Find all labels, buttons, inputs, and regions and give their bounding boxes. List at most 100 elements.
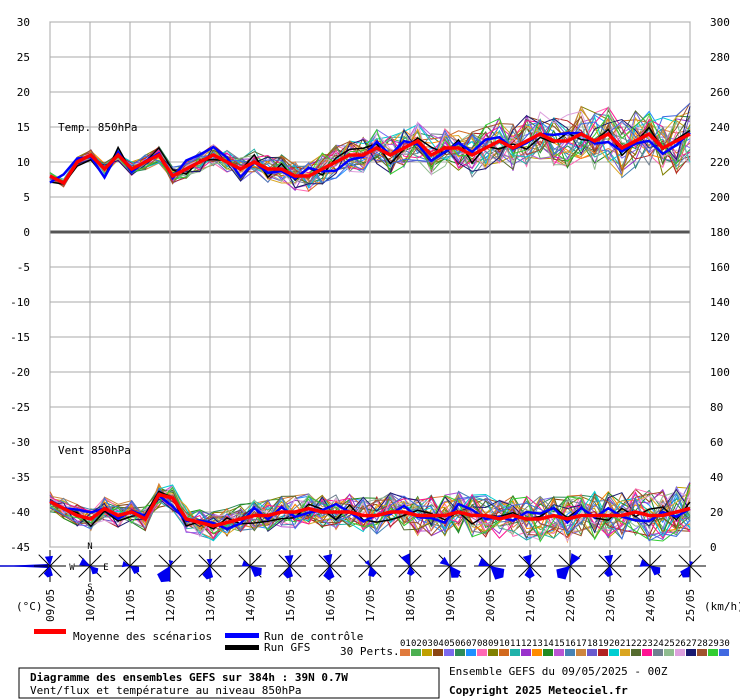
pert-number: 17 xyxy=(576,639,587,649)
y-tick-right: 280 xyxy=(710,51,730,64)
rose-spoke xyxy=(198,554,211,567)
rose-spoke xyxy=(318,554,331,567)
pert-swatch xyxy=(543,649,553,656)
rose-spoke xyxy=(689,565,702,578)
wind-rose xyxy=(554,550,586,582)
y-tick-right: 300 xyxy=(710,16,730,29)
rose-spoke xyxy=(598,565,611,578)
y-tick-left: 0 xyxy=(23,226,30,239)
wind-rose xyxy=(34,550,66,582)
rose-spoke xyxy=(398,565,411,578)
rose-petal xyxy=(407,566,415,576)
pert-swatch xyxy=(466,649,476,656)
rose-petal xyxy=(689,561,694,566)
legend: Moyenne des scénarios Run de contrôle Ru… xyxy=(34,629,730,658)
rose-spoke xyxy=(78,565,91,578)
rose-spoke xyxy=(238,565,251,578)
rose-spoke xyxy=(558,554,571,567)
pert-swatch xyxy=(697,649,707,656)
rose-petal xyxy=(368,566,377,577)
legend-gfs-swatch xyxy=(225,645,259,650)
rose-spoke xyxy=(478,565,491,578)
y-tick-left: 25 xyxy=(17,51,30,64)
pert-swatch xyxy=(532,649,542,656)
rose-petal xyxy=(241,560,250,567)
footer-title: Diagramme des ensembles GEFS sur 384h : … xyxy=(30,671,348,684)
y-tick-right: 220 xyxy=(710,156,730,169)
pert-number: 02 xyxy=(411,639,422,649)
pert-swatch xyxy=(719,649,729,656)
rose-spoke xyxy=(689,554,702,567)
pert-number: 25 xyxy=(664,639,675,649)
pert-swatch xyxy=(554,649,564,656)
wind-rose xyxy=(674,550,706,582)
pert-wind-line xyxy=(49,486,691,541)
rose-spoke xyxy=(409,565,422,578)
rose-petal xyxy=(168,560,174,566)
rose-spoke xyxy=(678,554,691,567)
rose-petal xyxy=(650,566,661,576)
x-tick-label: 10/05 xyxy=(84,589,97,622)
pert-number: 14 xyxy=(543,639,554,649)
rose-petal xyxy=(400,553,410,566)
pert-number: 16 xyxy=(565,639,576,649)
x-tick-label: 22/05 xyxy=(564,589,577,622)
rose-petal xyxy=(130,566,140,574)
wind-rose xyxy=(394,550,426,582)
pert-swatch xyxy=(455,649,465,656)
rose-spoke xyxy=(289,554,302,567)
wind-rose xyxy=(594,550,626,582)
rose-spoke xyxy=(158,554,171,567)
y-tick-left: -25 xyxy=(10,401,30,414)
wind-rose xyxy=(114,550,146,582)
y-tick-right: 80 xyxy=(710,401,723,414)
rose-spoke xyxy=(609,554,622,567)
pert-swatch xyxy=(433,649,443,656)
y-tick-right: 20 xyxy=(710,506,723,519)
pert-swatch xyxy=(631,649,641,656)
x-tick-label: 09/05 xyxy=(44,589,57,622)
rose-petal xyxy=(250,566,262,577)
rose-petal xyxy=(570,553,581,566)
gfs-temp-line xyxy=(49,126,691,185)
pert-number: 08 xyxy=(477,639,488,649)
pert-swatch xyxy=(444,649,454,656)
y-tick-right: 40 xyxy=(710,471,723,484)
rose-petal xyxy=(121,561,130,568)
pert-number: 07 xyxy=(466,639,477,649)
mean-temp-line xyxy=(49,131,691,186)
rose-spoke xyxy=(529,554,542,567)
rose-spoke xyxy=(409,554,422,567)
pert-wind-line xyxy=(49,487,691,535)
pert-swatch xyxy=(620,649,630,656)
pert-number: 12 xyxy=(521,639,532,649)
pert-number: 03 xyxy=(422,639,433,649)
rose-petal xyxy=(439,556,450,566)
x-tick-label: 25/05 xyxy=(684,589,697,622)
rose-spoke xyxy=(329,565,342,578)
rose-spoke xyxy=(118,565,131,578)
pert-number: 05 xyxy=(444,639,455,649)
rose-spoke xyxy=(609,565,622,578)
wind-rose xyxy=(274,550,306,582)
x-tick-label: 17/05 xyxy=(364,589,377,622)
rose-spoke xyxy=(638,565,651,578)
pert-number: 23 xyxy=(642,639,653,649)
rose-petal xyxy=(556,566,570,580)
wind-rose xyxy=(474,550,506,582)
compass-label-s: S xyxy=(87,583,92,593)
pert-swatch xyxy=(708,649,718,656)
rose-petal xyxy=(44,555,53,566)
rose-petal xyxy=(206,558,213,566)
legend-mean-label: Moyenne des scénarios xyxy=(73,630,212,643)
pert-number: 04 xyxy=(433,639,444,649)
y-tick-right: 100 xyxy=(710,366,730,379)
x-tick-label: 21/05 xyxy=(524,589,537,622)
y-tick-right: 120 xyxy=(710,331,730,344)
rose-petal xyxy=(490,566,505,580)
wind-rose xyxy=(514,550,546,582)
pert-number: 22 xyxy=(631,639,642,649)
rose-petal xyxy=(79,557,90,566)
rose-spoke xyxy=(169,565,182,578)
rose-spoke xyxy=(169,554,182,567)
